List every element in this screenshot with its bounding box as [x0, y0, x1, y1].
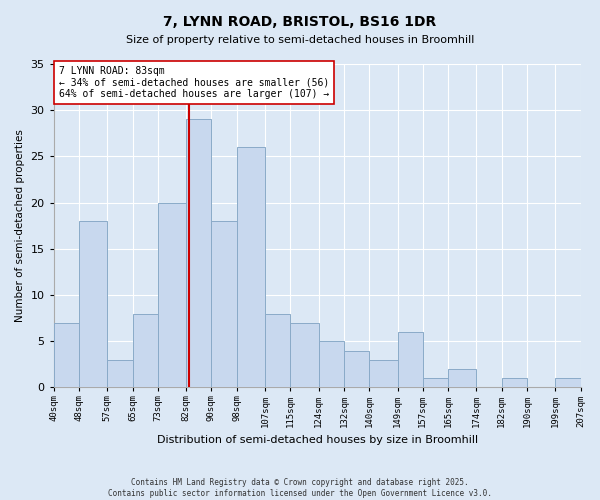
Bar: [398, 332, 423, 388]
Bar: [555, 378, 581, 388]
Bar: [290, 323, 319, 388]
Bar: [265, 314, 290, 388]
Bar: [369, 360, 398, 388]
Text: 7 LYNN ROAD: 83sqm
← 34% of semi-detached houses are smaller (56)
64% of semi-de: 7 LYNN ROAD: 83sqm ← 34% of semi-detache…: [59, 66, 329, 99]
Bar: [186, 120, 211, 388]
X-axis label: Distribution of semi-detached houses by size in Broomhill: Distribution of semi-detached houses by …: [157, 435, 478, 445]
Text: Contains HM Land Registry data © Crown copyright and database right 2025.
Contai: Contains HM Land Registry data © Crown c…: [108, 478, 492, 498]
Text: Size of property relative to semi-detached houses in Broomhill: Size of property relative to semi-detach…: [126, 35, 474, 45]
Bar: [107, 360, 133, 388]
Bar: [79, 221, 107, 388]
Text: 7, LYNN ROAD, BRISTOL, BS16 1DR: 7, LYNN ROAD, BRISTOL, BS16 1DR: [163, 15, 437, 29]
Bar: [158, 202, 186, 388]
Bar: [236, 147, 265, 388]
Bar: [502, 378, 527, 388]
Bar: [54, 323, 79, 388]
Bar: [448, 369, 476, 388]
Bar: [423, 378, 448, 388]
Bar: [344, 350, 369, 388]
Y-axis label: Number of semi-detached properties: Number of semi-detached properties: [15, 130, 25, 322]
Bar: [133, 314, 158, 388]
Bar: [211, 221, 236, 388]
Bar: [319, 342, 344, 388]
